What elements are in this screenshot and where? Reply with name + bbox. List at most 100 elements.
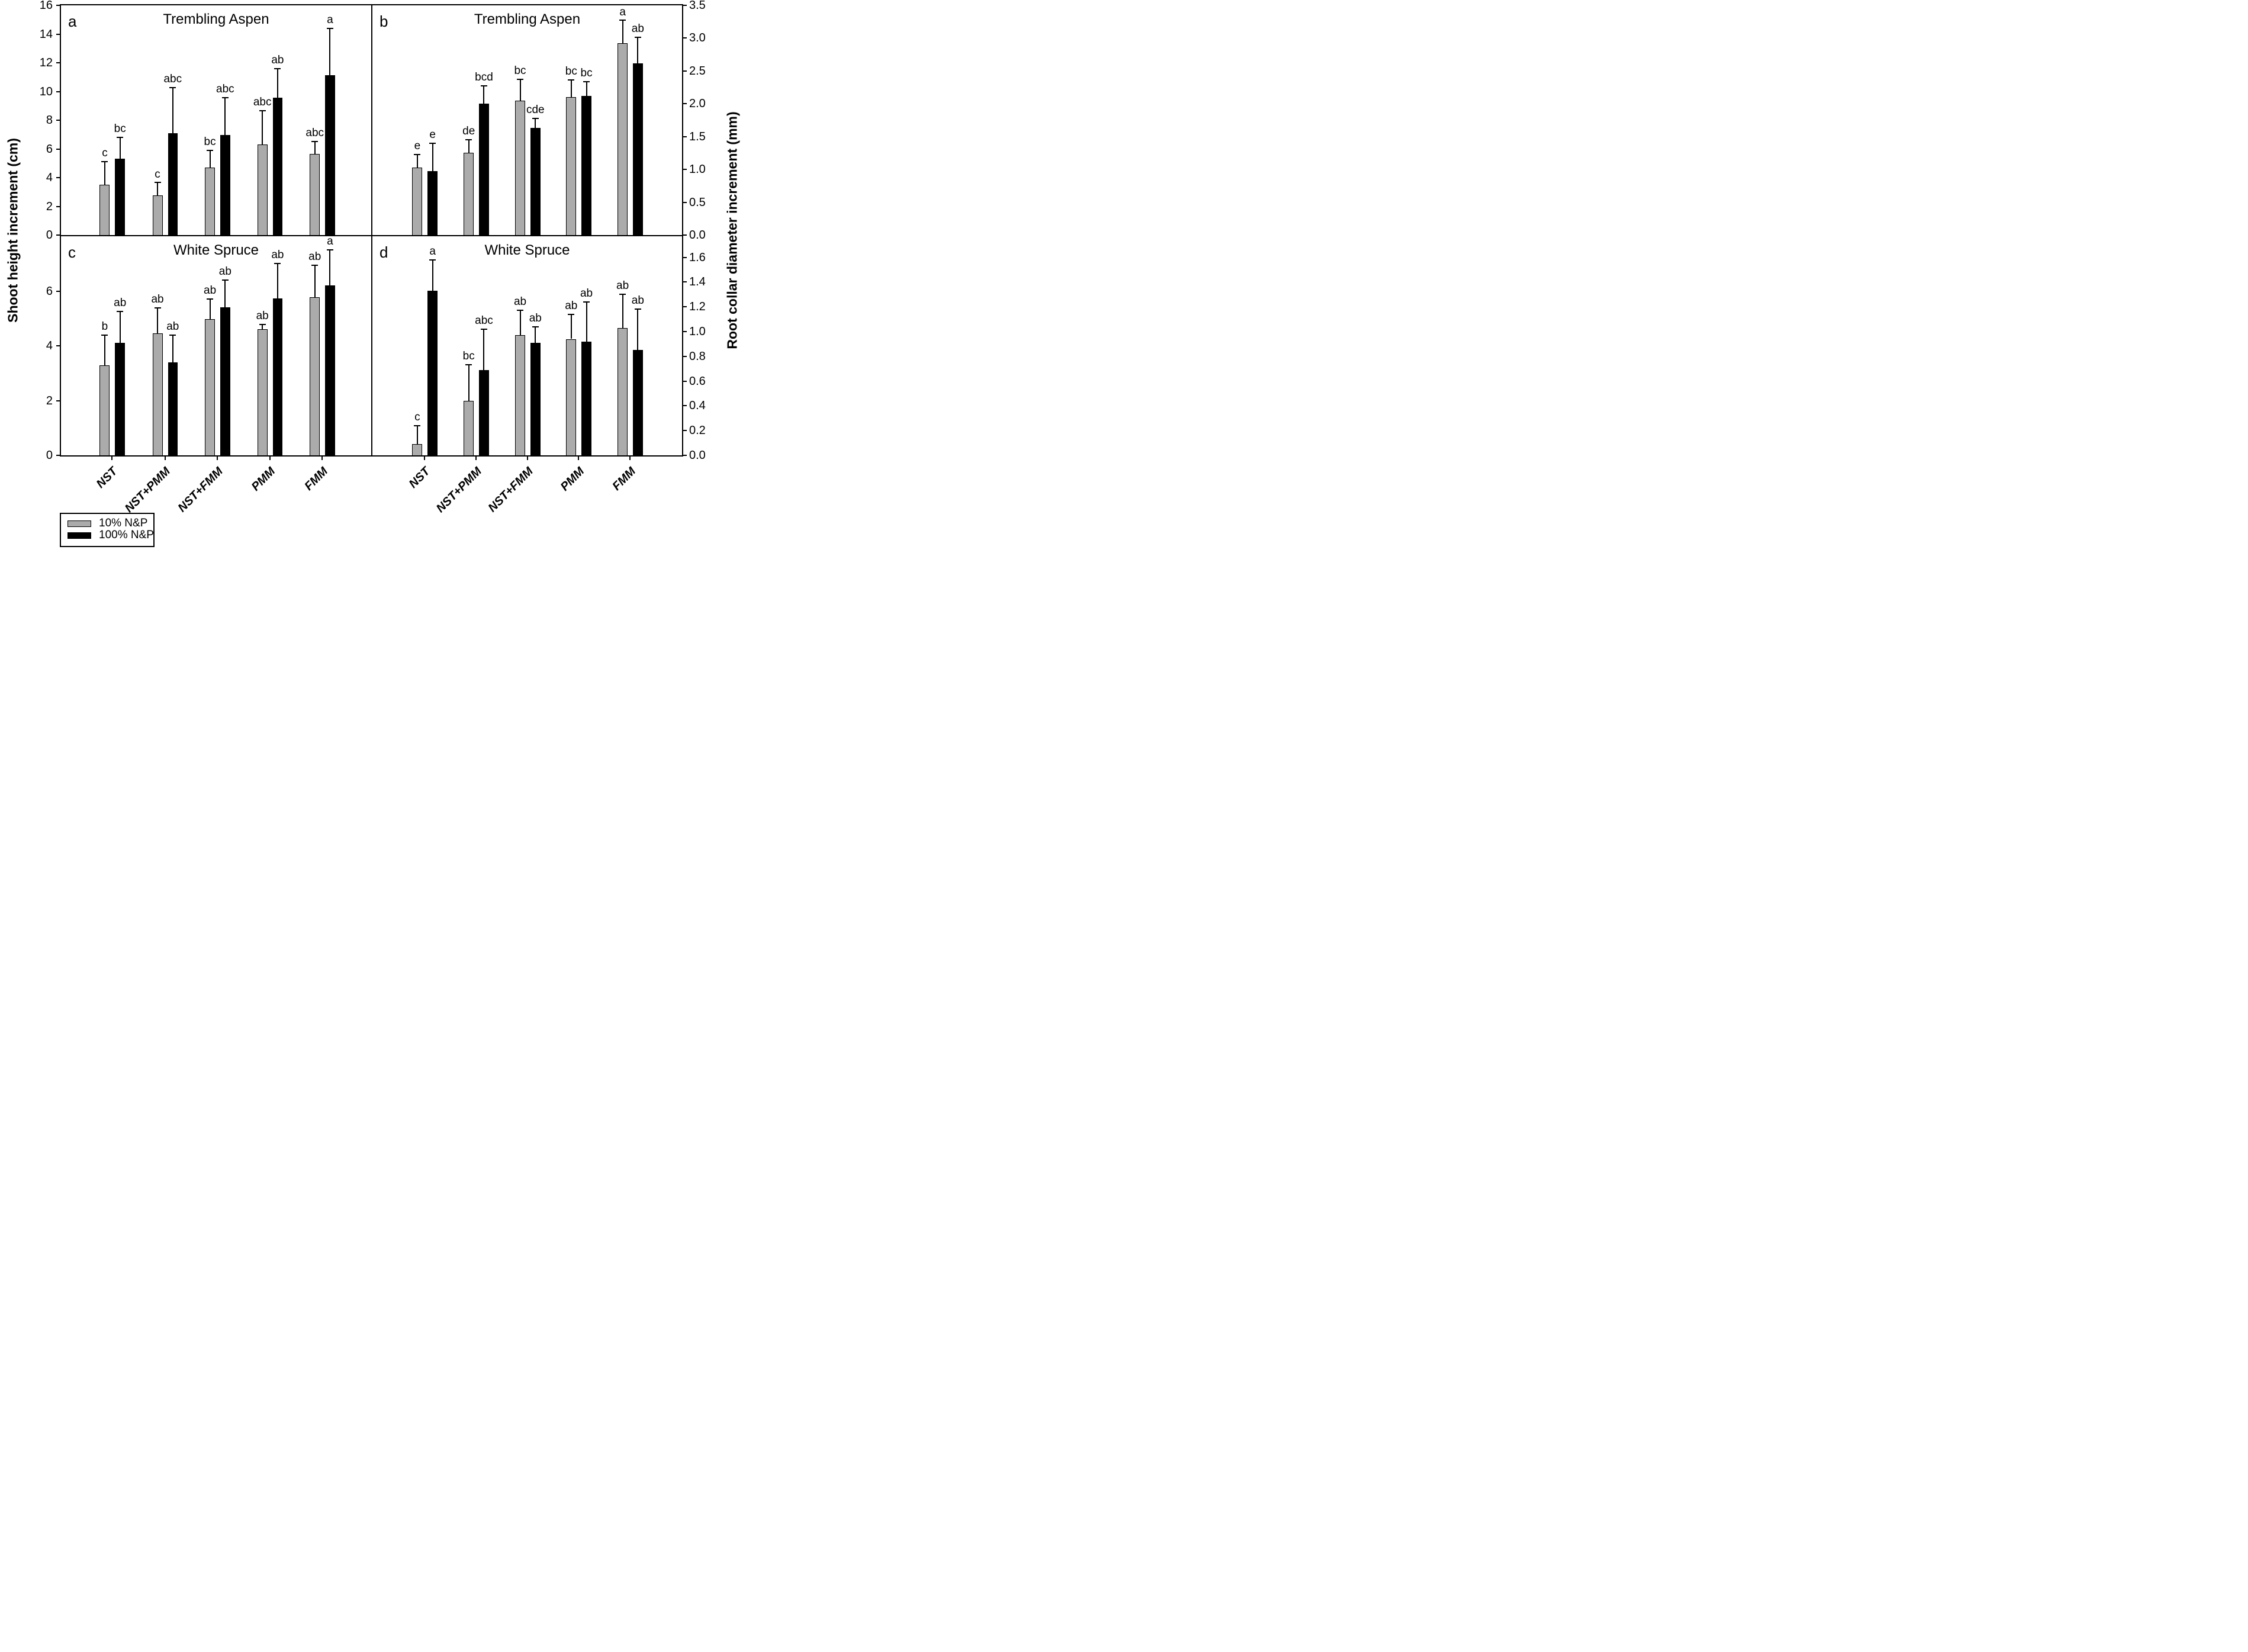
x-axis-tick <box>527 455 529 460</box>
error-bar-cap <box>414 425 421 426</box>
bar-NST-100pct <box>427 171 438 235</box>
error-bar <box>209 298 211 319</box>
y-axis-tick-label: 1.0 <box>689 163 706 176</box>
error-bar-cap <box>326 27 333 29</box>
bar-NST+FMM-10pct <box>515 100 526 235</box>
plot-area: a Trembling Aspen 0 2 4 6 8 10 12 14 16 c bc c abc bc ab… <box>40 0 706 515</box>
y-axis-tick-label: 8 <box>46 114 53 127</box>
y-axis-tick <box>682 405 687 407</box>
error-bar <box>432 259 433 291</box>
y-axis-tick-label: 0 <box>46 229 53 242</box>
error-bar-cap <box>414 153 421 155</box>
bar-FMM-10pct <box>310 154 320 235</box>
y-axis-tick-label: 3.5 <box>689 0 706 12</box>
bar-FMM-10pct <box>310 297 320 455</box>
significance-letter: abc <box>305 127 324 140</box>
error-bar-cap <box>207 149 214 151</box>
x-category-label: NST+FMM <box>175 465 226 515</box>
y-axis-tick <box>682 169 687 171</box>
error-bar <box>586 81 587 96</box>
significance-letter: c <box>102 147 108 160</box>
significance-letter: e <box>414 139 421 152</box>
x-axis-tick <box>321 455 323 460</box>
significance-letter: ab <box>114 297 127 310</box>
bar-FMM-100pct <box>325 285 335 455</box>
y-axis-tick <box>682 136 687 137</box>
y-axis-tick-label: 1.0 <box>689 324 706 338</box>
error-bar <box>157 182 159 196</box>
bar-PMM-10pct <box>257 329 268 455</box>
error-bar-cap <box>169 87 176 89</box>
bar-PMM-100pct <box>581 95 591 235</box>
bar-NST-100pct <box>115 343 125 455</box>
y-axis-tick <box>682 355 687 357</box>
significance-letter: a <box>619 5 626 18</box>
error-bar-cap <box>619 20 626 21</box>
legend-swatch-100-percent <box>67 532 91 539</box>
significance-letter: e <box>429 128 436 141</box>
x-axis-tick <box>269 455 271 460</box>
x-axis-tick <box>475 455 477 460</box>
significance-letter: a <box>327 13 333 26</box>
y-axis-tick <box>56 205 61 207</box>
y-axis-tick-label: 1.2 <box>689 300 706 314</box>
legend-label: 10% N&P <box>99 517 148 529</box>
error-bar <box>329 250 331 286</box>
error-bar-cap <box>311 141 319 143</box>
significance-letter: cde <box>526 103 545 116</box>
error-bar-cap <box>154 182 161 184</box>
significance-letter: ab <box>271 249 284 262</box>
error-bar <box>468 365 469 401</box>
error-bar <box>329 28 331 75</box>
bar-NST+PMM-100pct <box>168 362 178 455</box>
y-axis-tick <box>56 5 61 6</box>
error-bar <box>276 68 278 98</box>
error-bar <box>172 335 173 362</box>
y-axis-tick <box>682 70 687 72</box>
bar-NST+PMM-10pct <box>152 195 163 235</box>
y-axis-tick <box>56 120 61 121</box>
error-bar-cap <box>480 85 487 87</box>
error-bar <box>209 150 211 168</box>
significance-letter: b <box>101 320 108 333</box>
error-bar-cap <box>583 301 590 303</box>
error-bar-cap <box>274 68 281 69</box>
significance-letter: ab <box>631 294 644 307</box>
x-axis-tick <box>424 455 426 460</box>
error-bar <box>172 88 173 133</box>
y-axis-tick <box>682 330 687 332</box>
error-bar-cap <box>274 263 281 265</box>
significance-letter: abc <box>475 314 493 327</box>
y-axis-tick-label: 0.0 <box>689 229 706 242</box>
error-bar <box>468 140 469 153</box>
error-bar <box>483 86 485 104</box>
y-axis-tick-label: 0.8 <box>689 349 706 363</box>
bar-NST+FMM-10pct <box>515 335 526 455</box>
error-bar-cap <box>169 335 176 336</box>
error-bar-cap <box>429 259 436 261</box>
x-category-label: NST <box>407 465 433 491</box>
significance-letter: ab <box>151 293 164 306</box>
bar-NST+PMM-10pct <box>464 153 474 235</box>
x-axis-tick <box>578 455 580 460</box>
significance-letter: ab <box>166 320 179 333</box>
bar-NST+PMM-100pct <box>479 104 489 235</box>
panel-letter: a <box>68 12 77 30</box>
significance-letter: ab <box>308 250 321 263</box>
error-bar-cap <box>221 97 229 99</box>
significance-letter: a <box>327 235 333 248</box>
y-axis-tick <box>682 430 687 432</box>
x-category-label: PMM <box>249 465 278 494</box>
y-axis-tick <box>56 62 61 63</box>
y-axis-tick <box>56 400 61 401</box>
bar-PMM-10pct <box>257 144 268 235</box>
significance-letter: bc <box>580 66 593 79</box>
error-bar <box>535 118 536 128</box>
bar-NST+PMM-100pct <box>479 369 489 455</box>
panel-title: Trembling Aspen <box>163 11 269 27</box>
y-axis-tick <box>56 455 61 456</box>
error-bar-cap <box>117 137 124 139</box>
y-axis-tick <box>682 234 687 236</box>
significance-letter: ab <box>271 53 284 66</box>
y-axis-tick <box>682 281 687 283</box>
